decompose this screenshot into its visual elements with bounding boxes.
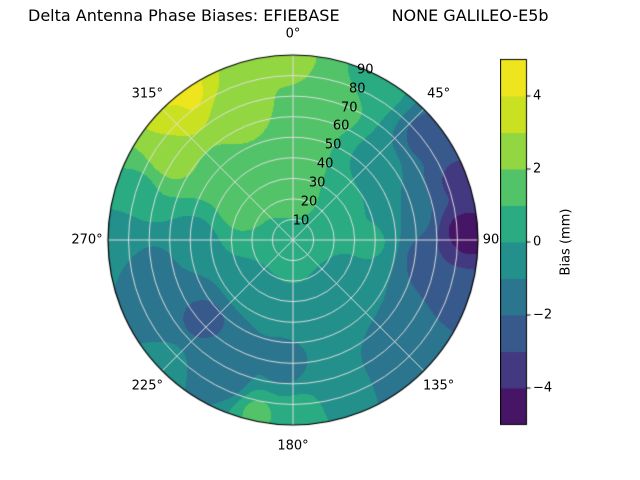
colorbar-tick-label-0: 0 <box>533 234 542 250</box>
radial-tick-label-60: 60 <box>332 118 350 134</box>
azimuth-tick-label-45: 45° <box>427 86 451 102</box>
colorbar-tick-label--2: −2 <box>533 307 553 323</box>
radial-tick-label-80: 80 <box>348 81 366 97</box>
colorbar-tick-label--4: −4 <box>533 380 553 396</box>
colorbar-tick-label-4: 4 <box>533 88 542 104</box>
azimuth-tick-label-315: 315° <box>131 86 163 102</box>
colorbar-axis-label: Bias (mm) <box>558 208 574 276</box>
radial-tick-label-10: 10 <box>292 213 310 229</box>
radial-tick-label-30: 30 <box>308 175 326 191</box>
colorbar-tick-label-2: 2 <box>533 161 542 177</box>
azimuth-tick-label-225: 225° <box>131 378 163 394</box>
azimuth-tick-label-270: 270° <box>71 232 103 248</box>
colorbar <box>500 58 534 426</box>
radial-tick-label-50: 50 <box>324 137 342 153</box>
azimuth-tick-label-135: 135° <box>422 378 455 394</box>
radial-tick-label-40: 40 <box>316 156 334 172</box>
azimuth-tick-label-180: 180° <box>277 438 309 454</box>
radial-tick-label-90: 90 <box>357 62 374 78</box>
azimuth-tick-label-90: 90 <box>482 232 500 248</box>
azimuth-tick-label-0: 0° <box>285 26 301 42</box>
radial-tick-label-20: 20 <box>300 194 318 210</box>
radial-tick-label-70: 70 <box>340 100 358 116</box>
